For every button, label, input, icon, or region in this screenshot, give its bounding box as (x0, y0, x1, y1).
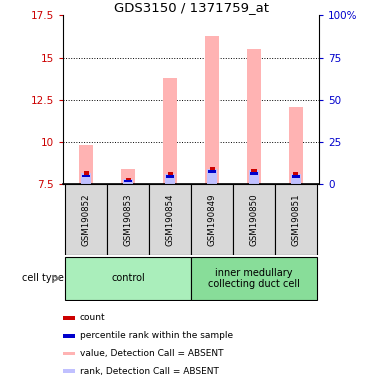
Bar (63, 352, 75, 356)
Text: GSM190854: GSM190854 (165, 194, 175, 246)
Bar (63, 334, 75, 338)
Bar (165, 174, 175, 184)
Bar (82, 175, 90, 177)
Bar (63, 369, 75, 373)
Bar (293, 172, 299, 175)
Bar (191, 257, 317, 300)
Text: percentile rank within the sample: percentile rank within the sample (80, 331, 233, 340)
Bar (149, 184, 191, 255)
Text: cell type: cell type (22, 273, 64, 283)
Bar (252, 169, 256, 172)
Text: GSM190849: GSM190849 (207, 194, 217, 246)
Bar (191, 184, 233, 255)
Bar (210, 167, 214, 170)
Bar (292, 175, 300, 177)
Text: value, Detection Call = ABSENT: value, Detection Call = ABSENT (80, 349, 223, 358)
Bar (63, 316, 75, 320)
Text: control: control (111, 273, 145, 283)
Bar (247, 49, 261, 184)
Text: GSM190852: GSM190852 (82, 194, 91, 246)
Text: count: count (80, 313, 105, 323)
Bar (249, 170, 259, 184)
Bar (163, 78, 177, 184)
Bar (107, 184, 149, 255)
Bar (208, 170, 216, 173)
Title: GDS3150 / 1371759_at: GDS3150 / 1371759_at (114, 1, 269, 14)
Bar (233, 184, 275, 255)
Bar (124, 180, 132, 182)
Bar (81, 173, 91, 184)
Bar (207, 169, 217, 184)
Bar (65, 184, 107, 255)
Bar (123, 179, 133, 184)
Bar (289, 107, 303, 184)
Text: GSM190853: GSM190853 (124, 194, 132, 246)
Bar (126, 177, 131, 180)
Bar (65, 257, 191, 300)
Bar (166, 175, 174, 177)
Bar (83, 171, 89, 175)
Bar (121, 169, 135, 184)
Bar (79, 146, 93, 184)
Text: GSM190851: GSM190851 (292, 194, 301, 246)
Bar (250, 172, 258, 174)
Text: inner medullary
collecting duct cell: inner medullary collecting duct cell (208, 268, 300, 289)
Bar (275, 184, 317, 255)
Bar (205, 36, 219, 184)
Text: rank, Detection Call = ABSENT: rank, Detection Call = ABSENT (80, 367, 219, 376)
Text: GSM190850: GSM190850 (250, 194, 259, 246)
Bar (291, 174, 301, 184)
Bar (168, 172, 173, 175)
